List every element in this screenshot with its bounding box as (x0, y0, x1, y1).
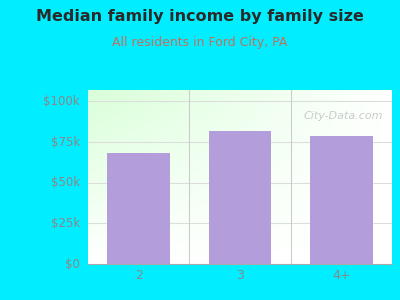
Text: $75k: $75k (51, 136, 80, 148)
Bar (107, 153, 170, 264)
Text: $50k: $50k (51, 176, 80, 189)
Text: City-Data.com: City-Data.com (303, 111, 383, 121)
Bar (208, 131, 272, 264)
Text: $0: $0 (65, 257, 80, 271)
Text: Median family income by family size: Median family income by family size (36, 9, 364, 24)
Text: $25k: $25k (51, 217, 80, 230)
Bar (310, 136, 373, 264)
Text: All residents in Ford City, PA: All residents in Ford City, PA (112, 36, 288, 49)
Text: $100k: $100k (43, 95, 80, 108)
